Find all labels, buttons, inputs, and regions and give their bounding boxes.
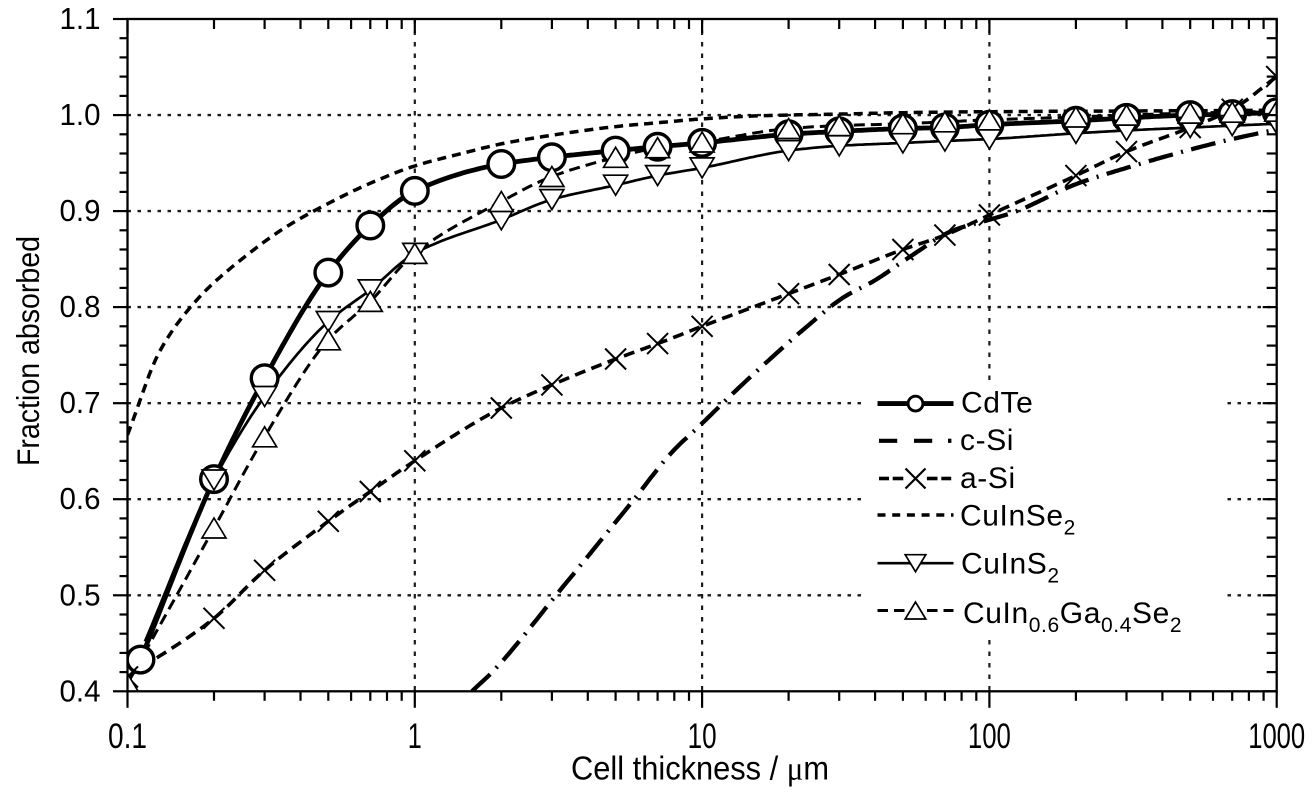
- svg-text:0.5: 0.5: [60, 577, 101, 612]
- svg-text:0.9: 0.9: [60, 193, 101, 228]
- svg-text:CdTe: CdTe: [961, 387, 1033, 420]
- svg-text:100: 100: [968, 717, 1011, 756]
- svg-text:1.0: 1.0: [60, 97, 101, 132]
- svg-text:1000: 1000: [1248, 717, 1305, 756]
- svg-text:0.7: 0.7: [60, 385, 101, 420]
- svg-text:0.6: 0.6: [60, 481, 101, 516]
- svg-text:a-Si: a-Si: [960, 462, 1016, 495]
- svg-text:0.4: 0.4: [60, 673, 101, 708]
- svg-text:Cell thickness / μm: Cell thickness / μm: [571, 750, 829, 788]
- svg-text:c-Si: c-Si: [960, 424, 1014, 457]
- svg-text:0.1: 0.1: [108, 717, 147, 756]
- svg-text:10: 10: [688, 717, 717, 756]
- svg-text:1: 1: [408, 717, 422, 756]
- svg-text:0.8: 0.8: [60, 289, 101, 324]
- svg-text:Fraction absorbed: Fraction absorbed: [10, 236, 46, 466]
- svg-text:1.1: 1.1: [60, 1, 101, 36]
